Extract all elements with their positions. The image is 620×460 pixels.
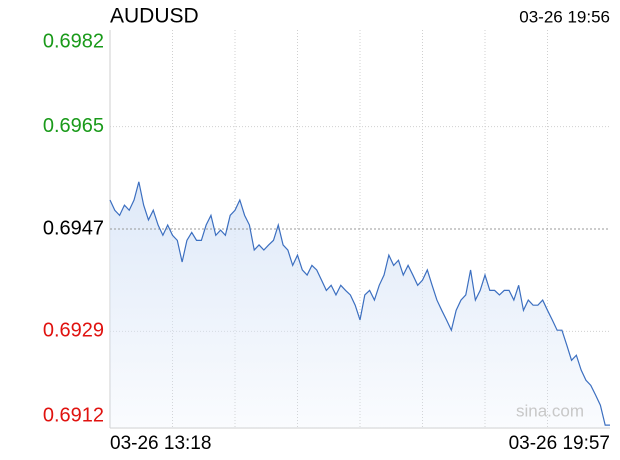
timestamp: 03-26 19:56 (519, 7, 610, 26)
y-tick-label: 0.6929 (43, 320, 104, 342)
y-tick-label: 0.6947 (43, 217, 104, 239)
watermark: sina.com (516, 401, 584, 420)
price-line (109, 181, 610, 426)
area (110, 181, 610, 428)
x-tick-label: 03-26 19:57 (509, 433, 610, 454)
y-tick-label: 0.6982 (43, 30, 104, 52)
y-tick-label: 0.6965 (43, 115, 104, 137)
chart-title: AUDUSD (110, 5, 199, 28)
x-tick-label: 03-26 13:18 (110, 433, 211, 454)
y-tick-label: 0.6912 (43, 404, 104, 426)
